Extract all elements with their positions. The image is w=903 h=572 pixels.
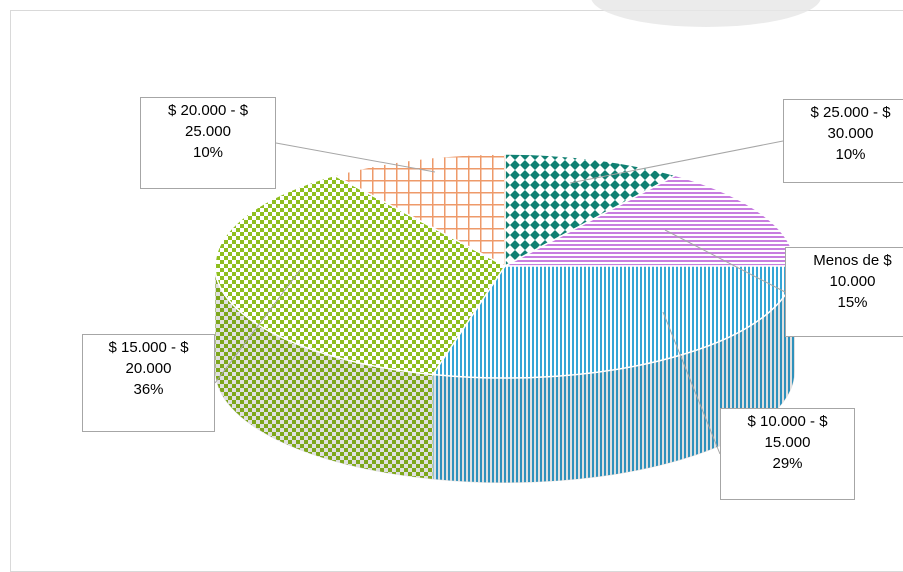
- data-label-percent: 29%: [772, 455, 803, 472]
- data-label: $ 15.000 - $ 20.000 36%: [82, 334, 215, 432]
- data-label-category: 10.000: [829, 273, 876, 290]
- leader-line: [214, 269, 301, 384]
- data-label-category: 20.000: [125, 360, 172, 377]
- data-label-percent: 10%: [192, 144, 224, 161]
- pie-slice: [332, 153, 506, 268]
- leader-line: [569, 140, 784, 184]
- pie-chart: [214, 140, 796, 484]
- leader-line: [662, 311, 721, 455]
- data-label-category: $ 10.000 - $: [747, 413, 828, 430]
- data-label-category: 15.000: [764, 434, 811, 451]
- pie-slice: [214, 174, 507, 376]
- data-label-category: Menos de $: [813, 252, 892, 269]
- data-label: $ 20.000 - $ 25.000 10%: [140, 97, 276, 189]
- data-label: $ 25.000 - $ 30.000 10%: [783, 99, 903, 183]
- data-label-category: 30.000: [827, 125, 874, 142]
- data-label: Menos de $ 10.000 15%: [785, 247, 903, 337]
- data-label-percent: 36%: [133, 381, 164, 398]
- leader-line: [275, 142, 436, 173]
- data-label: $ 10.000 - $ 15.000 29%: [720, 408, 855, 500]
- data-label-category: $ 25.000 - $: [810, 104, 891, 121]
- leader-line: [664, 229, 786, 293]
- data-label-category: $ 15.000 - $: [108, 339, 189, 356]
- data-label-percent: 15%: [837, 294, 868, 311]
- data-label-category: $ 20.000 - $: [167, 102, 249, 119]
- data-label-category: 25.000: [185, 123, 231, 140]
- data-label-percent: 10%: [835, 146, 866, 163]
- pie-slice: [504, 153, 678, 268]
